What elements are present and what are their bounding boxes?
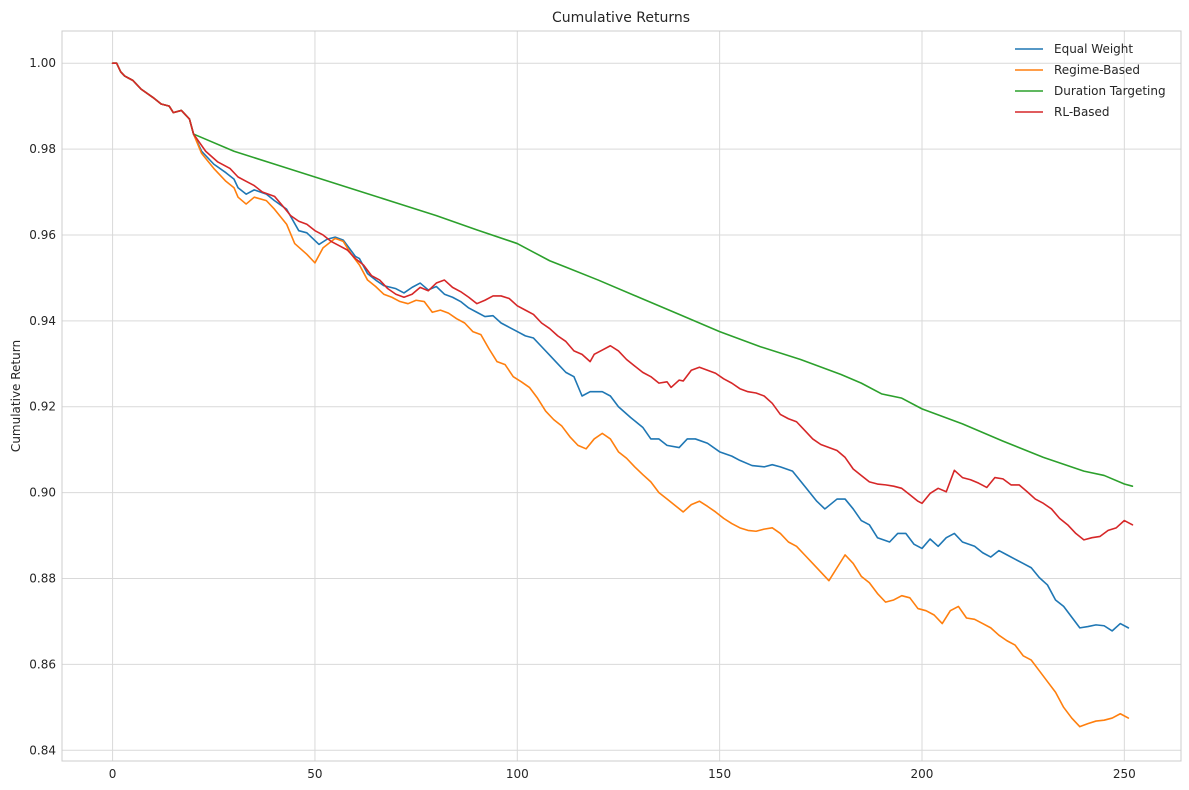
legend-label: Duration Targeting [1054, 84, 1166, 98]
chart-title: Cumulative Returns [552, 10, 690, 26]
x-tick-label: 0 [109, 767, 117, 781]
y-tick-label: 0.86 [29, 657, 56, 671]
x-tick-label: 150 [708, 767, 731, 781]
y-tick-label: 0.94 [29, 314, 56, 328]
series-line-equal-weight [111, 62, 1130, 632]
series-lines [111, 62, 1134, 728]
legend-label: RL-Based [1054, 105, 1110, 119]
x-tick-label: 50 [307, 767, 322, 781]
legend: Equal Weight Regime-Based Duration Targeti… [1015, 42, 1166, 119]
x-tick-label: 250 [1113, 767, 1136, 781]
y-tick-label: 0.92 [29, 400, 56, 414]
series-line-rl-based [111, 62, 1134, 541]
legend-label: Regime-Based [1054, 63, 1140, 77]
y-tick-label: 1.00 [29, 56, 56, 70]
series-line-regime-based [111, 62, 1130, 728]
y-tick-label: 0.88 [29, 572, 56, 586]
y-tick-labels: 0.84 0.86 0.88 0.90 0.92 0.94 0.96 0.98 1.00 [29, 56, 56, 757]
y-axis-label: Cumulative Return [9, 340, 23, 452]
grid-lines [62, 31, 1181, 761]
x-tick-label: 200 [911, 767, 934, 781]
y-tick-label: 0.84 [29, 743, 56, 757]
y-tick-label: 0.98 [29, 142, 56, 156]
series-line-duration-targeting [111, 62, 1134, 487]
plot-frame [61, 30, 1182, 762]
x-tick-labels: 0 50 100 150 200 250 [109, 767, 1136, 781]
y-tick-label: 0.90 [29, 486, 56, 500]
x-tick-label: 100 [506, 767, 529, 781]
legend-label: Equal Weight [1054, 42, 1133, 56]
y-tick-label: 0.96 [29, 228, 56, 242]
